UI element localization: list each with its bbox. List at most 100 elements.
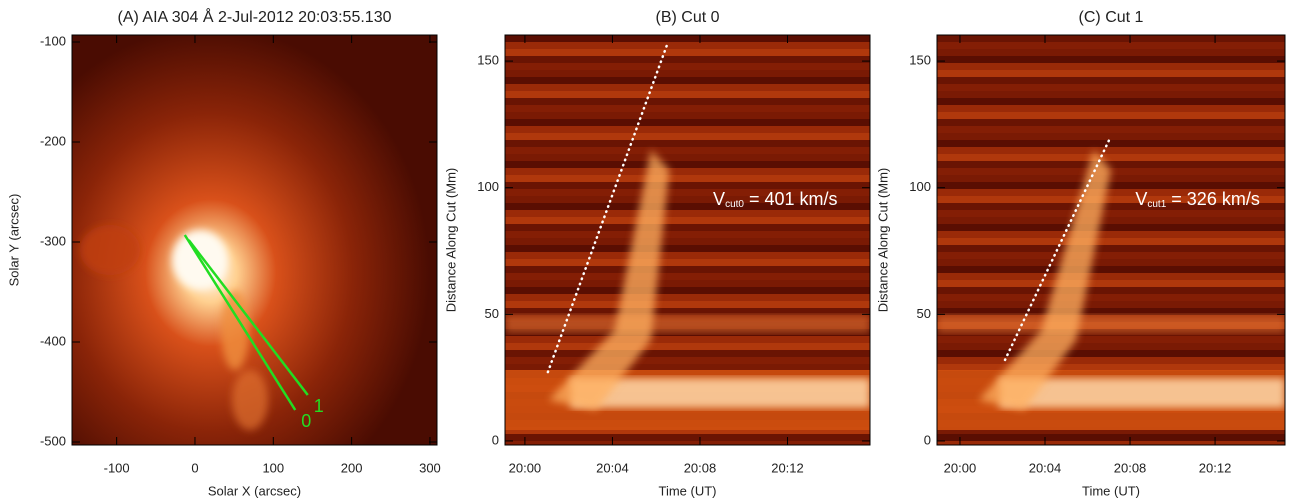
- stripe: [505, 84, 870, 91]
- stripe: [937, 441, 1285, 445]
- stripe: [937, 56, 1285, 63]
- streak: [548, 150, 670, 410]
- stripe: [505, 91, 870, 98]
- plot-frame: [71, 34, 438, 446]
- stripe: [505, 259, 870, 266]
- x-axis-label: Solar X (arcsec): [208, 483, 301, 498]
- x-tick-label: -100: [104, 460, 130, 475]
- cut-label: 1: [314, 396, 324, 416]
- stripe: [937, 126, 1285, 133]
- x-tick-label: 20:04: [596, 460, 629, 475]
- velocity-subscript: cut0: [725, 199, 744, 210]
- y-tick-label: 150: [477, 53, 499, 68]
- stripe: [505, 294, 870, 301]
- stripe: [505, 203, 870, 210]
- stripe: [937, 427, 1285, 434]
- stripe: [505, 196, 870, 203]
- stripe: [505, 231, 870, 238]
- stripe: [937, 196, 1285, 203]
- stripe: [937, 434, 1285, 441]
- stripe: [505, 105, 870, 112]
- stripe: [505, 189, 870, 196]
- streak: [978, 150, 1111, 410]
- plot-frame: [936, 34, 1286, 446]
- stripe: [937, 189, 1285, 196]
- cut-label: 0: [301, 411, 311, 431]
- stripe: [505, 140, 870, 147]
- y-axis-label: Distance Along Cut (Mm): [443, 168, 458, 313]
- image-b: [505, 35, 870, 445]
- stripe: [937, 35, 1285, 42]
- stripe: [937, 280, 1285, 287]
- stripe: [505, 287, 870, 294]
- stripe: [937, 343, 1285, 350]
- velocity-symbol: V: [1135, 189, 1147, 209]
- stripe: [937, 154, 1285, 161]
- stripe: [937, 350, 1285, 357]
- stripe: [937, 70, 1285, 77]
- stripe: [937, 112, 1285, 119]
- stripe: [505, 364, 870, 371]
- stripe: [505, 357, 870, 364]
- stripe: [505, 280, 870, 287]
- stripe: [505, 252, 870, 259]
- stripe: [505, 441, 870, 445]
- stripe: [937, 287, 1285, 294]
- stripe: [937, 42, 1285, 49]
- stripe: [937, 266, 1285, 273]
- stripe: [505, 273, 870, 280]
- x-axis-label: Time (UT): [1082, 483, 1140, 498]
- stripe: [505, 350, 870, 357]
- y-axis-label: Solar Y (arcsec): [6, 194, 21, 287]
- y-tick-label: 0: [492, 432, 499, 447]
- panel-title: (A) AIA 304 Å 2-Jul-2012 20:03:55.130: [118, 7, 392, 26]
- stripe: [937, 161, 1285, 168]
- y-tick-label: -200: [40, 133, 66, 148]
- stripe: [505, 308, 870, 315]
- stripe: [505, 301, 870, 308]
- band: [570, 378, 870, 408]
- band: [505, 315, 870, 333]
- velocity-label: Vcut0 = 401 km/s: [713, 189, 837, 210]
- stripe: [505, 112, 870, 119]
- y-tick-label: 50: [485, 306, 499, 321]
- stripe: [937, 224, 1285, 231]
- x-tick-label: 20:12: [771, 460, 804, 475]
- velocity-subscript: cut1: [1147, 199, 1166, 210]
- stripe: [937, 217, 1285, 224]
- stripe: [505, 49, 870, 56]
- stripe: [937, 105, 1285, 112]
- velocity-symbol: V: [713, 189, 725, 209]
- x-tick-label: 300: [419, 460, 441, 475]
- stripe: [505, 175, 870, 182]
- stripe: [937, 252, 1285, 259]
- stripe: [505, 42, 870, 49]
- stripe: [937, 98, 1285, 105]
- stripe: [937, 133, 1285, 140]
- x-tick-label: 20:08: [684, 460, 717, 475]
- stripe: [937, 63, 1285, 70]
- stripe: [937, 301, 1285, 308]
- stripe: [937, 49, 1285, 56]
- y-axis-label: Distance Along Cut (Mm): [875, 168, 890, 313]
- stripe: [505, 126, 870, 133]
- stripe: [505, 63, 870, 70]
- y-tick-label: -300: [40, 233, 66, 248]
- stripe: [937, 77, 1285, 84]
- x-tick-label: 100: [262, 460, 284, 475]
- stripe: [505, 210, 870, 217]
- stripe: [937, 357, 1285, 364]
- velocity-text: = 326 km/s: [1171, 189, 1260, 209]
- x-tick-label: 0: [191, 460, 198, 475]
- stripe: [937, 294, 1285, 301]
- y-tick-label: 150: [909, 53, 931, 68]
- stripe: [505, 161, 870, 168]
- stripe: [505, 343, 870, 350]
- stripe: [505, 238, 870, 245]
- stripe: [937, 238, 1285, 245]
- y-tick-label: -500: [40, 433, 66, 448]
- image-a: [72, 35, 437, 445]
- stripe: [937, 273, 1285, 280]
- y-tick-label: -100: [40, 33, 66, 48]
